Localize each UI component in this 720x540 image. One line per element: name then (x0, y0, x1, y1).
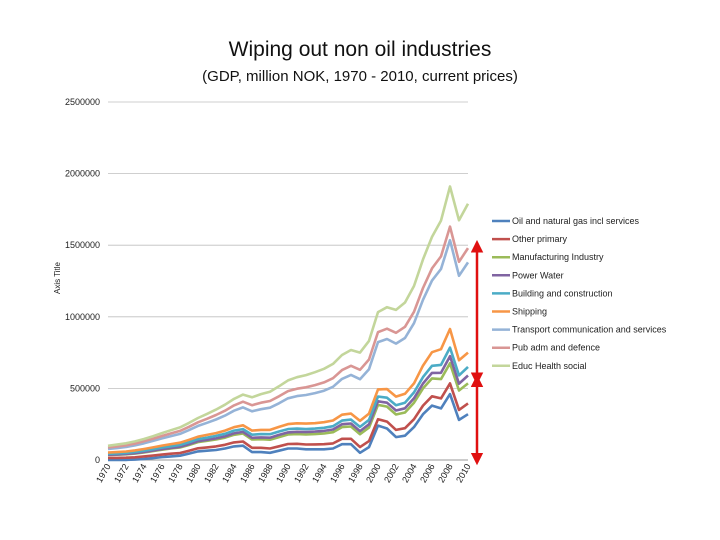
series-line-shipping (107, 327, 469, 454)
y-tick-label: 1000000 (65, 312, 100, 322)
x-tick-label: 2004 (400, 462, 419, 484)
x-tick-label: 2006 (418, 462, 437, 484)
x-tick-label: 1974 (130, 462, 149, 484)
y-tick-label: 2500000 (65, 97, 100, 107)
series-line-manufacturing-industry (107, 361, 469, 457)
x-tick-label: 2000 (364, 462, 383, 484)
y-tick-label: 2000000 (65, 169, 100, 179)
legend-label: Transport communication and services (512, 325, 667, 335)
legend-label: Other primary (512, 234, 568, 244)
x-tick-label: 1996 (328, 462, 347, 484)
legend-label: Pub adm and defence (512, 343, 600, 353)
chart-title: Wiping out non oil industries (228, 38, 492, 61)
series-line-oil-and-natural-gas-incl-services (108, 392, 469, 462)
legend-label: Shipping (512, 307, 547, 317)
chart-subtitle: (GDP, million NOK, 1970 - 2010, current … (202, 68, 518, 85)
x-tick-label: 1990 (274, 462, 293, 484)
series-line-educ-health-social (107, 185, 470, 448)
x-tick-label: 2010 (454, 462, 473, 484)
x-tick-label: 1992 (292, 462, 311, 484)
x-tick-label: 1976 (148, 462, 167, 484)
series-line-building-and-construction (107, 346, 469, 456)
x-tick-label: 1970 (94, 462, 113, 484)
series-line-other-primary (108, 382, 469, 460)
series-line-power-water (107, 354, 469, 456)
legend-label: Building and construction (512, 288, 613, 298)
legend-label: Educ Health social (512, 361, 587, 371)
x-tick-label: 1986 (238, 462, 257, 484)
x-tick-label: 1972 (112, 462, 131, 484)
x-tick-label: 1980 (184, 462, 203, 484)
legend-label: Power Water (512, 270, 564, 280)
legend-label: Manufacturing Industry (512, 252, 604, 262)
y-tick-label: 0 (95, 455, 100, 465)
x-tick-label: 2002 (382, 462, 401, 484)
series-line-transport-communication-and-services (107, 238, 470, 451)
x-tick-label: 1978 (166, 462, 185, 484)
x-tick-label: 1984 (220, 462, 239, 484)
x-tick-label: 1994 (310, 462, 329, 484)
y-tick-label: 500000 (70, 383, 100, 393)
x-tick-label: 1982 (202, 462, 221, 484)
x-tick-label: 2008 (436, 462, 455, 484)
y-tick-label: 1500000 (65, 240, 100, 250)
legend-label: Oil and natural gas incl services (512, 216, 640, 226)
y-axis-title: Axis Title (53, 261, 62, 294)
series-line-pub-adm-and-defence (107, 225, 470, 449)
x-tick-label: 1998 (346, 462, 365, 484)
x-tick-label: 1988 (256, 462, 275, 484)
